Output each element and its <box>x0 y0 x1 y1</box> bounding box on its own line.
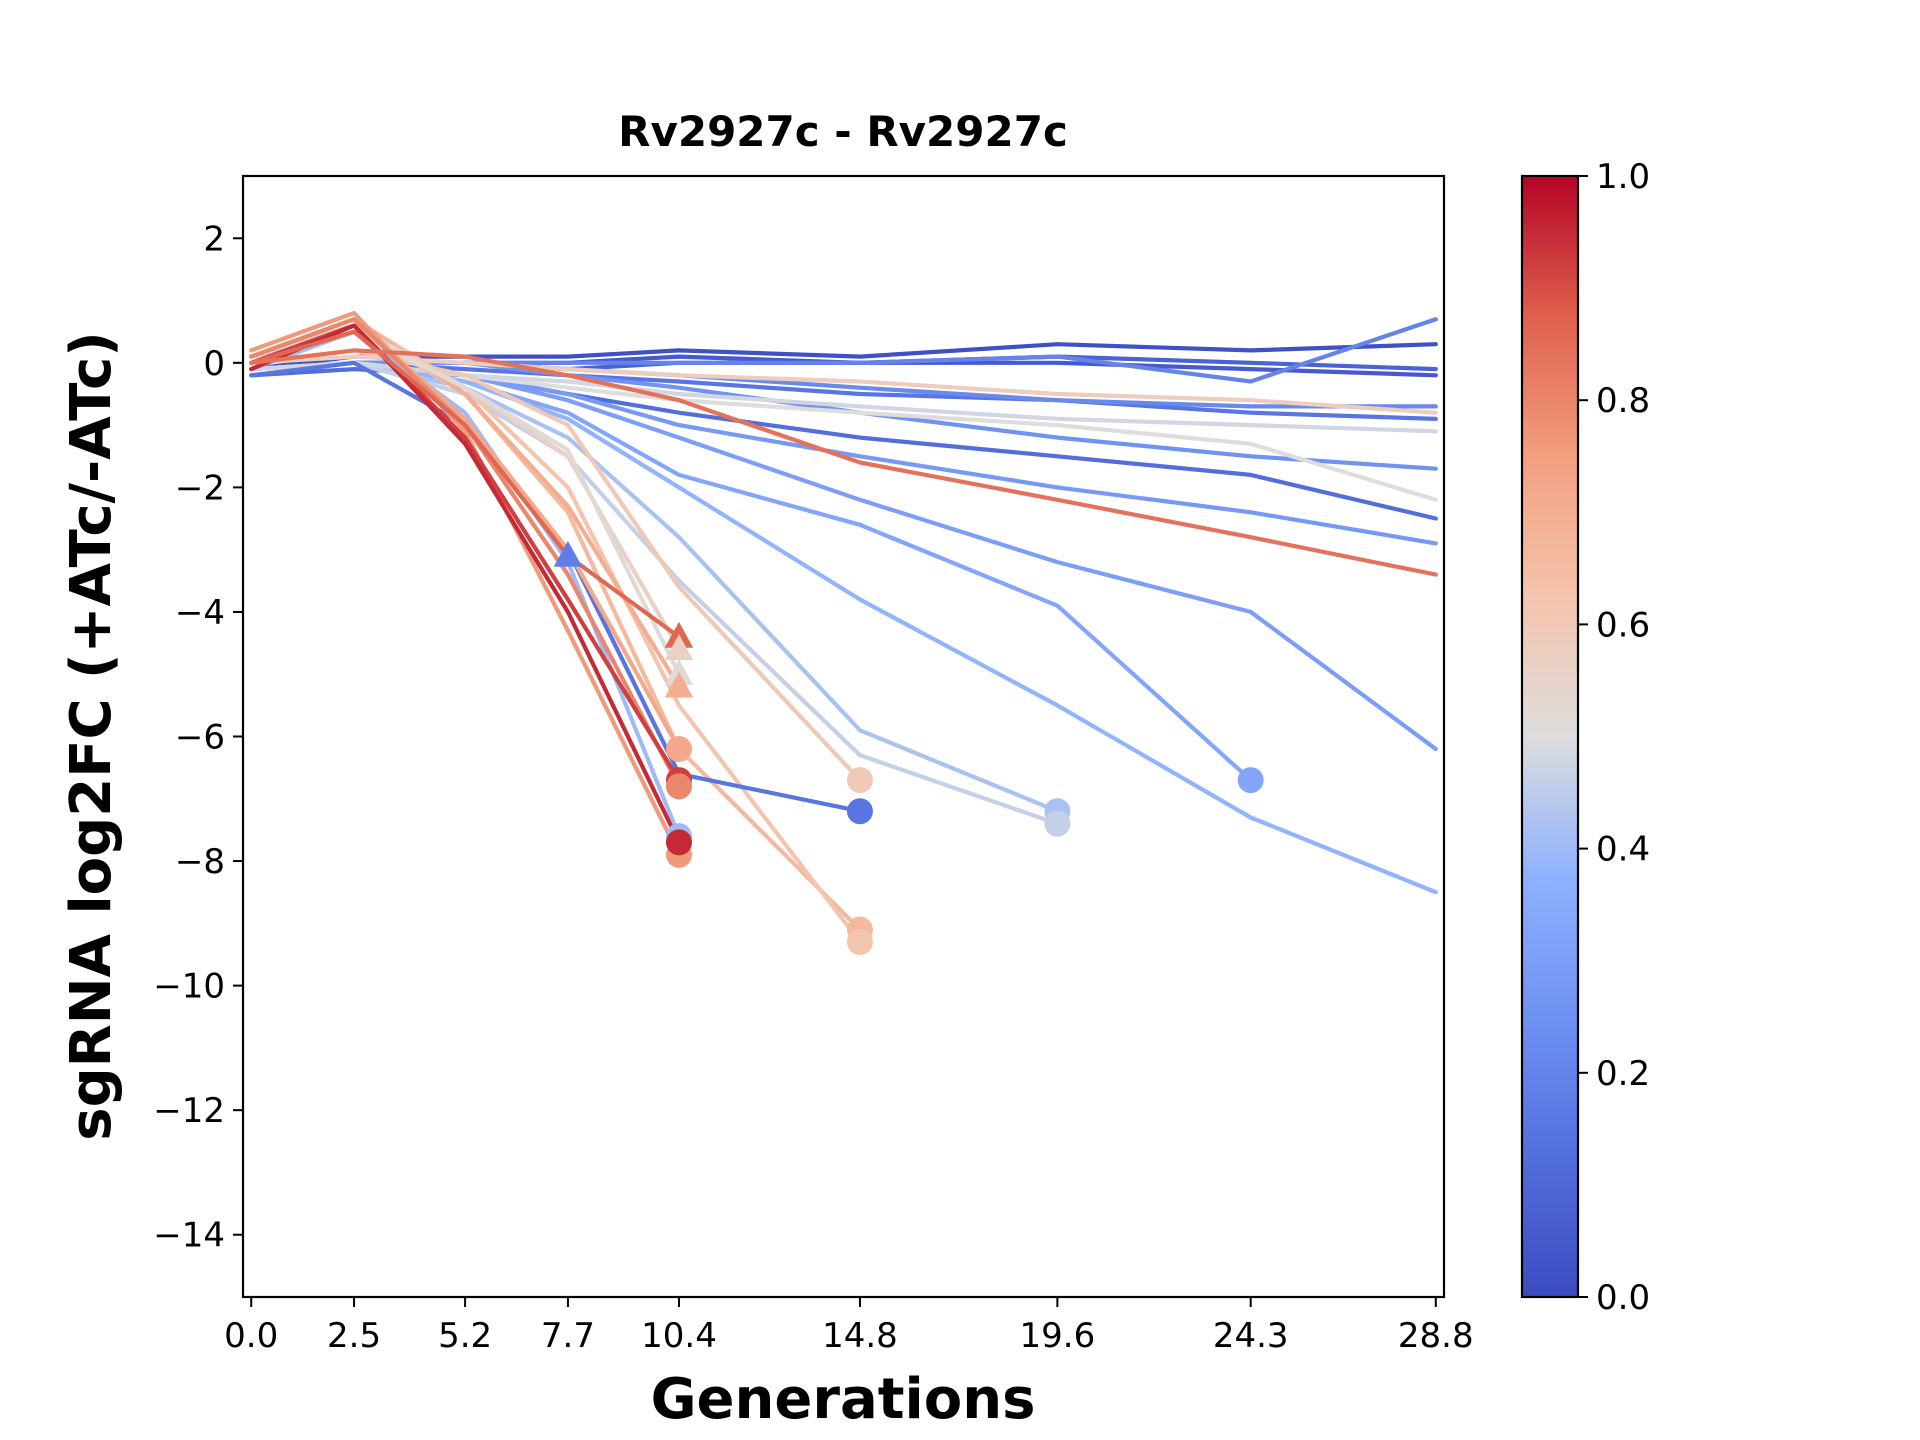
series-line-32 <box>249 348 1438 577</box>
end-marker-circle-12 <box>846 767 873 794</box>
end-marker-triangle-3 <box>664 634 694 661</box>
colorbar: 0.0 0.2 0.4 0.6 0.8 1.0 <box>1520 157 1650 1318</box>
end-marker-circle-13 <box>846 798 873 825</box>
x-axis: 0.0 2.5 5.2 7.7 10.4 14.8 19.6 24.3 28.8 <box>224 1297 1474 1356</box>
series-line-31 <box>249 329 682 640</box>
x-tick-label: 0.0 <box>224 1316 278 1356</box>
x-tick-label: 19.6 <box>1020 1316 1096 1356</box>
x-axis-label: Generations <box>651 1367 1036 1432</box>
end-marker-triangle-5 <box>664 671 694 698</box>
colorbar-tick-label: 0.2 <box>1596 1054 1650 1094</box>
x-tick-label: 7.7 <box>541 1316 595 1356</box>
y-tick-label: −12 <box>153 1091 225 1131</box>
y-tick-label: −8 <box>175 842 225 882</box>
end-marker-circle-15 <box>846 929 873 956</box>
y-axis: 2 0 −2 −4 −6 −8 −10 −12 −14 <box>153 219 243 1256</box>
end-marker-circle-6 <box>665 735 692 762</box>
colorbar-ticks: 0.0 0.2 0.4 0.6 0.8 1.0 <box>1578 157 1650 1318</box>
x-tick-label: 10.4 <box>641 1316 717 1356</box>
y-tick-label: 0 <box>203 344 225 384</box>
colorbar-tick-label: 0.8 <box>1596 381 1650 421</box>
chart-title: Rv2927c - Rv2927c <box>618 107 1068 156</box>
series-line-27 <box>249 310 682 857</box>
colorbar-gradient <box>1520 174 1580 1299</box>
colorbar-tick-label: 0.6 <box>1596 605 1650 645</box>
series-layer <box>249 310 1438 945</box>
series-line-14 <box>249 360 1060 826</box>
marker-layer <box>553 540 1264 956</box>
x-tick-label: 5.2 <box>438 1316 492 1356</box>
end-marker-circle-8 <box>665 773 692 800</box>
y-tick-label: 2 <box>203 219 225 259</box>
x-tick-label: 24.3 <box>1213 1316 1289 1356</box>
x-tick-label: 28.8 <box>1398 1316 1474 1356</box>
colorbar-tick-label: 0.0 <box>1596 1278 1650 1318</box>
x-tick-label: 14.8 <box>822 1316 898 1356</box>
y-tick-label: −10 <box>153 967 225 1007</box>
colorbar-tick-label: 1.0 <box>1596 157 1650 197</box>
x-tick-label: 2.5 <box>327 1316 381 1356</box>
y-tick-label: −4 <box>175 593 225 633</box>
end-marker-triangle-1 <box>553 540 583 567</box>
y-tick-label: −6 <box>175 718 225 758</box>
series-line-10 <box>249 360 1438 752</box>
y-axis-label: sgRNA log2FC (+ATc/-ATc) <box>59 331 124 1141</box>
end-marker-circle-18 <box>1237 767 1264 794</box>
end-marker-circle-11 <box>665 829 692 856</box>
colorbar-tick-label: 0.4 <box>1596 830 1650 870</box>
series-line-12 <box>249 360 1438 895</box>
y-tick-label: −2 <box>175 468 225 508</box>
end-marker-circle-17 <box>1044 810 1071 837</box>
y-tick-label: −14 <box>153 1216 225 1256</box>
